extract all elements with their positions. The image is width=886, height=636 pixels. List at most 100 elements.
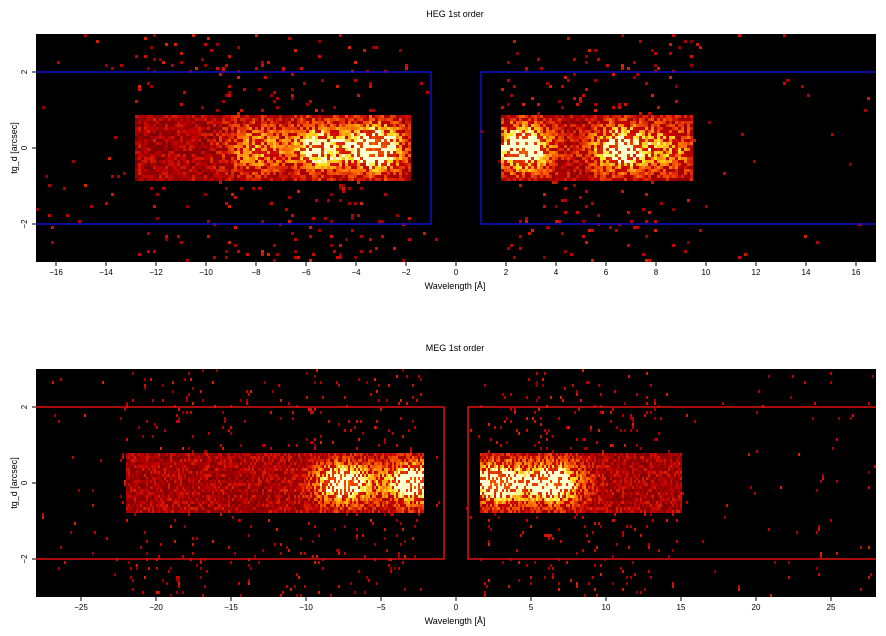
- heg-heatmap-cell: [270, 136, 273, 139]
- heg-heatmap-cell: [531, 154, 534, 157]
- heg-heatmap-cell: [651, 133, 654, 136]
- meg-heatmap-cell: [164, 462, 166, 465]
- heg-heatmap-cell: [522, 148, 525, 151]
- heg-heatmap-cell: [618, 163, 621, 166]
- heg-heatmap-cell: [612, 145, 615, 148]
- heg-heatmap-cell: [195, 175, 198, 178]
- heg-heatmap-cell: [333, 154, 336, 157]
- heg-heatmap-cell: [225, 160, 228, 163]
- heg-heatmap-cell: [327, 115, 330, 118]
- heg-heatmap-cell: [633, 157, 636, 160]
- heg-heatmap-cell: [408, 145, 411, 148]
- heg-heatmap-cell: [690, 64, 693, 67]
- meg-heatmap-cell: [144, 483, 146, 486]
- heg-heatmap-cell: [339, 121, 342, 124]
- meg-heatmap-cell: [180, 495, 182, 498]
- heg-heatmap-cell: [228, 148, 231, 151]
- heg-heatmap-cell: [555, 148, 558, 151]
- heg-heatmap-cell: [393, 178, 396, 181]
- heg-heatmap-cell: [564, 118, 567, 121]
- heg-heatmap-cell: [309, 157, 312, 160]
- heg-heatmap-cell: [174, 154, 177, 157]
- heg-heatmap-cell: [312, 163, 315, 166]
- heg-heatmap-cell: [396, 136, 399, 139]
- heg-heatmap-cell: [291, 97, 294, 100]
- heg-heatmap-cell: [633, 136, 636, 139]
- heg-heatmap-cell: [630, 160, 633, 163]
- heg-heatmap-cell: [624, 172, 627, 175]
- heg-heatmap-cell: [624, 121, 627, 124]
- heg-heatmap-cell: [363, 139, 366, 142]
- heg-heatmap-cell: [234, 163, 237, 166]
- heg-heatmap-cell: [609, 115, 612, 118]
- meg-heatmap-cell: [146, 459, 148, 462]
- heg-heatmap-cell: [612, 151, 615, 154]
- heg-heatmap-cell: [672, 148, 675, 151]
- meg-heatmap-cell: [174, 507, 176, 510]
- heg-heatmap-cell: [525, 172, 528, 175]
- heg-heatmap-cell: [177, 235, 180, 238]
- heg-heatmap-cell: [645, 118, 648, 121]
- heg-heatmap-cell: [561, 148, 564, 151]
- heg-heatmap-cell: [657, 145, 660, 148]
- heg-heatmap-cell: [522, 103, 525, 106]
- heg-heatmap-cell: [387, 115, 390, 118]
- heg-heatmap-cell: [150, 178, 153, 181]
- heg-heatmap-cell: [201, 157, 204, 160]
- heg-heatmap-cell: [228, 205, 231, 208]
- meg-heatmap-cell: [158, 462, 160, 465]
- heg-heatmap-cell: [507, 79, 510, 82]
- heg-heatmap-cell: [630, 169, 633, 172]
- heg-heatmap-cell: [162, 142, 165, 145]
- heg-heatmap-cell: [690, 130, 693, 133]
- meg-heatmap-cell: [202, 594, 204, 597]
- heg-heatmap-cell: [222, 154, 225, 157]
- meg-heatmap-cell: [186, 456, 188, 459]
- heg-heatmap-cell: [552, 142, 555, 145]
- heg-heatmap-cell: [639, 112, 642, 115]
- heg-heatmap-cell: [285, 178, 288, 181]
- heg-heatmap-cell: [336, 166, 339, 169]
- meg-heatmap-cell: [58, 420, 60, 423]
- heg-heatmap-cell: [309, 133, 312, 136]
- heg-heatmap-cell: [183, 145, 186, 148]
- heg-heatmap-cell: [138, 151, 141, 154]
- heg-heatmap-cell: [252, 169, 255, 172]
- heg-heatmap-cell: [141, 172, 144, 175]
- heg-heatmap-cell: [159, 139, 162, 142]
- heg-heatmap-cell: [519, 169, 522, 172]
- heg-heatmap-cell: [171, 148, 174, 151]
- heg-heatmap-cell: [285, 121, 288, 124]
- heg-heatmap-cell: [390, 133, 393, 136]
- meg-heatmap-cell: [128, 462, 130, 465]
- meg-heatmap-cell: [216, 492, 218, 495]
- heg-heatmap-cell: [534, 175, 537, 178]
- heg-heatmap-cell: [186, 127, 189, 130]
- meg-heatmap-cell: [202, 486, 204, 489]
- heg-heatmap-cell: [609, 145, 612, 148]
- heg-heatmap-cell: [612, 139, 615, 142]
- heg-heatmap-cell: [564, 187, 567, 190]
- heg-heatmap-cell: [618, 175, 621, 178]
- heg-heatmap-cell: [753, 160, 756, 163]
- heg-heatmap-cell: [657, 106, 660, 109]
- heg-heatmap-cell: [630, 118, 633, 121]
- meg-heatmap-cell: [132, 501, 134, 504]
- heg-heatmap-cell: [171, 127, 174, 130]
- heg-heatmap-cell: [336, 157, 339, 160]
- heg-heatmap-cell: [633, 124, 636, 127]
- heg-heatmap-cell: [642, 208, 645, 211]
- meg-heatmap-cell: [208, 474, 210, 477]
- heg-heatmap-cell: [516, 121, 519, 124]
- meg-heatmap-cell: [166, 507, 168, 510]
- heg-heatmap-cell: [330, 154, 333, 157]
- heg-heatmap-cell: [240, 133, 243, 136]
- heg-heatmap-cell: [333, 127, 336, 130]
- heg-heatmap-cell: [531, 133, 534, 136]
- heg-heatmap-cell: [339, 199, 342, 202]
- heg-heatmap-cell: [147, 139, 150, 142]
- heg-heatmap-cell: [402, 124, 405, 127]
- heg-heatmap-cell: [207, 160, 210, 163]
- heg-heatmap-cell: [303, 127, 306, 130]
- heg-heatmap-cell: [642, 154, 645, 157]
